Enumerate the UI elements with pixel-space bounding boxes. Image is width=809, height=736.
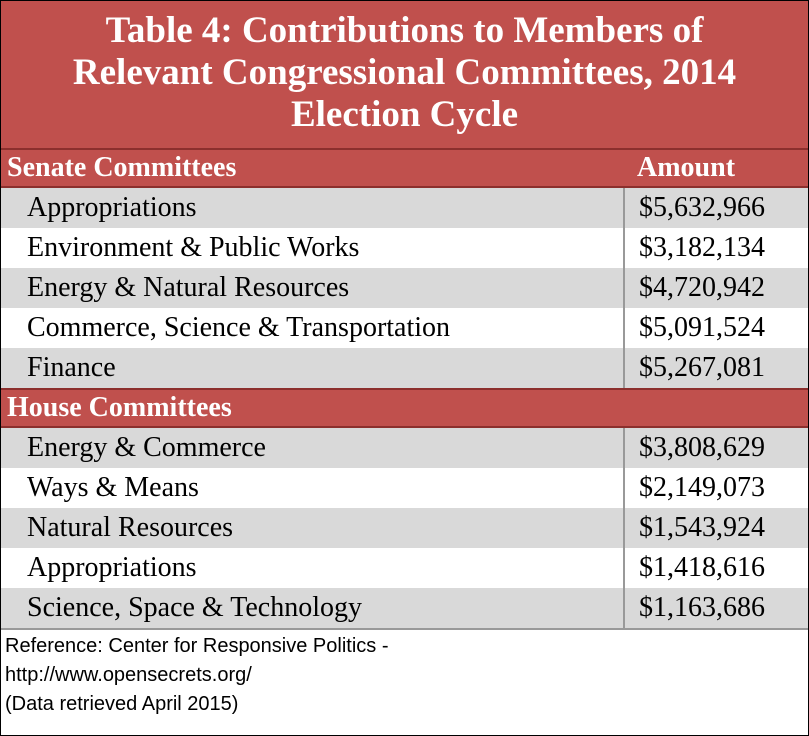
committee-name: Appropriations [27,552,197,583]
amount: $5,267,081 [623,348,808,388]
committee-name: Ways & Means [27,472,199,503]
committee-name: Science, Space & Technology [27,592,362,623]
table-row: Natural Resources $1,543,924 [1,508,808,548]
committee-name: Finance [27,352,116,383]
amount: $5,632,966 [623,188,808,228]
footer-line: http://www.opensecrets.org/ [5,664,252,686]
amount: $2,149,073 [623,468,808,508]
amount: $1,163,686 [623,588,808,628]
amount: $3,182,134 [623,228,808,268]
committee-name: Energy & Natural Resources [27,272,350,303]
table-row: Finance $5,267,081 [1,348,808,388]
committee-name: Environment & Public Works [27,232,360,263]
table-row: Energy & Natural Resources $4,720,942 [1,268,808,308]
amount: $1,543,924 [623,508,808,548]
amount: $5,091,524 [623,308,808,348]
section-title: Senate Committees [7,152,237,183]
committee-name: Natural Resources [27,512,234,543]
amount: $3,808,629 [623,428,808,468]
footer-line: (Data retrieved April 2015) [5,693,239,715]
table-row: Ways & Means $2,149,073 [1,468,808,508]
table-row: Commerce, Science & Transportation $5,091… [1,308,808,348]
committee-name: Commerce, Science & Transportation [27,312,451,343]
section-title: House Committees [7,392,232,423]
title-line: Relevant Congressional Committees, 2014 [72,52,737,93]
amount-header [623,390,808,426]
footer-line: Reference: Center for Responsive Politic… [5,635,389,657]
title-line: Election Cycle [290,94,519,135]
title-line: Table 4: Contributions to Members of [105,10,704,51]
table-row: Appropriations $5,632,966 [1,188,808,228]
table-row: Appropriations $1,418,616 [1,548,808,588]
table-row: Science, Space & Technology $1,163,686 [1,588,808,628]
section-header: House Committees [1,388,808,428]
table-row: Energy & Commerce $3,808,629 [1,428,808,468]
committee-name: Energy & Commerce [27,432,266,463]
footer: Reference: Center for Responsive Politic… [1,628,808,721]
title: Table 4: Contributions to Members of Rele… [1,1,808,148]
table-row: Environment & Public Works $3,182,134 [1,228,808,268]
committee-name: Appropriations [27,192,197,223]
amount-header: Amount [637,152,736,183]
section-header: Senate Committees Amount [1,148,808,188]
amount: $1,418,616 [623,548,808,588]
amount: $4,720,942 [623,268,808,308]
table: Senate Committees Amount Appropriations $5,… [1,148,808,628]
